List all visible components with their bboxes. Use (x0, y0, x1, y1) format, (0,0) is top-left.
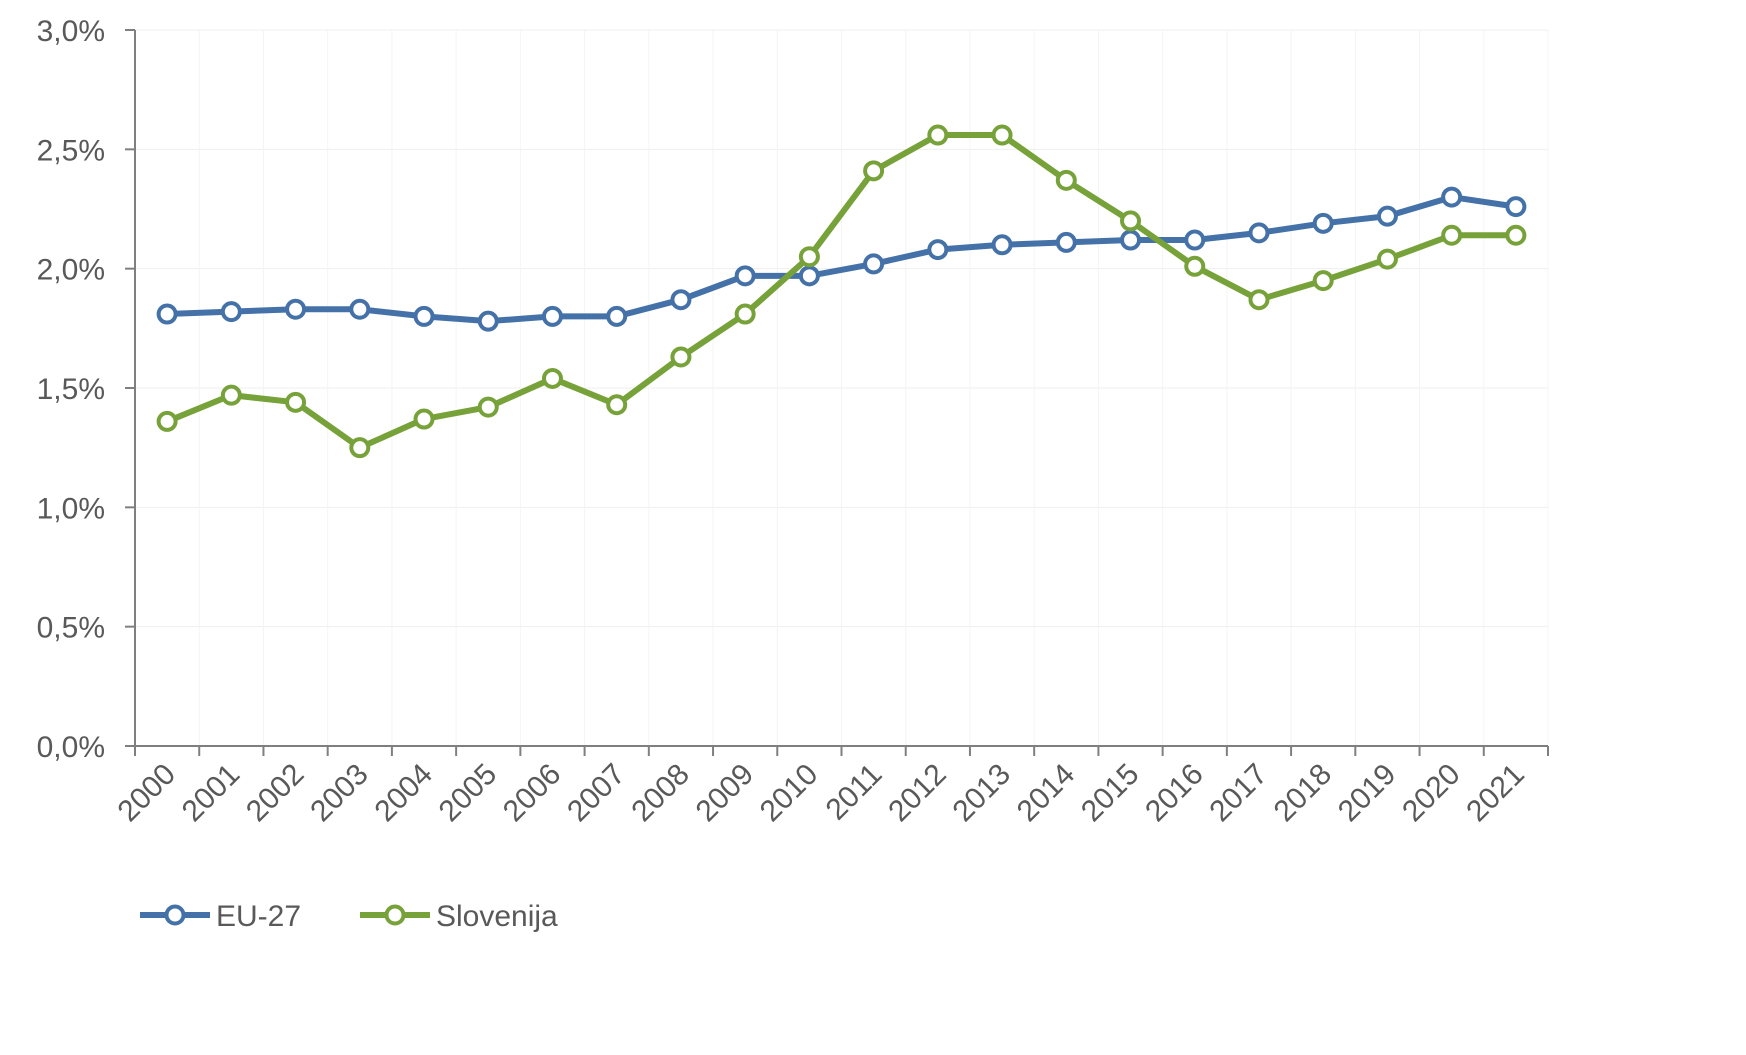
legend-swatch-marker (384, 904, 406, 926)
data-point (156, 410, 178, 432)
data-point (1312, 212, 1334, 234)
x-tick-label: 2005 (433, 758, 504, 829)
gridlines (135, 29, 1549, 746)
x-tick-label: 2002 (240, 758, 311, 829)
data-point (991, 124, 1013, 146)
series (156, 124, 1527, 459)
x-tick-label: 2006 (497, 758, 568, 829)
data-point (734, 303, 756, 325)
y-tick-label: 3,0% (37, 15, 105, 48)
x-tick-label: 2011 (820, 758, 889, 827)
data-point (606, 305, 628, 327)
x-tick-label: 2004 (368, 758, 439, 829)
data-point (1120, 210, 1142, 232)
data-point (1184, 255, 1206, 277)
x-tick-label: 2007 (561, 758, 632, 829)
data-point (1505, 196, 1527, 218)
series-eu-27 (156, 186, 1527, 332)
data-point (927, 124, 949, 146)
data-point (1055, 169, 1077, 191)
data-point (349, 298, 371, 320)
data-point (734, 265, 756, 287)
data-point (1184, 229, 1206, 251)
data-point (863, 160, 885, 182)
data-point (670, 346, 692, 368)
data-point (349, 437, 371, 459)
y-tick-label: 2,5% (37, 134, 105, 167)
data-point (1312, 270, 1334, 292)
data-point (541, 367, 563, 389)
x-tick-label: 2019 (1332, 758, 1403, 829)
data-point (606, 394, 628, 416)
x-tick-label: 2012 (882, 758, 953, 829)
data-point (927, 239, 949, 261)
x-tick-label: 2018 (1268, 758, 1339, 829)
data-point (1376, 205, 1398, 227)
data-point (413, 305, 435, 327)
y-tick-label: 0,5% (37, 612, 105, 645)
x-tick-label: 2009 (690, 758, 761, 829)
x-tick-label: 2013 (946, 758, 1017, 829)
data-point (670, 289, 692, 311)
data-point (1505, 224, 1527, 246)
data-point (1441, 224, 1463, 246)
data-point (220, 384, 242, 406)
x-tick-label: 2001 (176, 758, 247, 829)
data-point (1248, 289, 1270, 311)
x-tick-label: 2021 (1460, 758, 1531, 829)
legend-label: EU-27 (216, 900, 301, 933)
x-tick-label: 2003 (304, 758, 375, 829)
legend-item-slovenija: Slovenija (360, 900, 558, 933)
data-point (1055, 231, 1077, 253)
data-point (156, 303, 178, 325)
data-point (413, 408, 435, 430)
y-tick-label: 1,0% (37, 492, 105, 525)
y-tick-label: 2,0% (37, 254, 105, 287)
data-point (285, 391, 307, 413)
x-tick-label: 2017 (1203, 758, 1274, 829)
data-point (991, 234, 1013, 256)
x-tick-label: 2010 (754, 758, 825, 829)
data-point (1120, 229, 1142, 251)
data-point (1441, 186, 1463, 208)
data-point (798, 246, 820, 268)
y-tick-label: 0,0% (37, 731, 105, 764)
x-tick-label: 2000 (112, 758, 183, 829)
legend-item-eu-27: EU-27 (140, 900, 301, 933)
data-point (477, 310, 499, 332)
y-tick-label: 1,5% (37, 373, 105, 406)
data-point (1376, 248, 1398, 270)
data-point (285, 298, 307, 320)
x-tick-label: 2015 (1075, 758, 1146, 829)
data-point (798, 265, 820, 287)
data-point (1248, 222, 1270, 244)
series-line (164, 132, 1519, 451)
data-point (541, 305, 563, 327)
x-tick-label: 2014 (1011, 758, 1082, 829)
x-tick-label: 2016 (1139, 758, 1210, 829)
series-slovenija (156, 124, 1527, 459)
series-line (164, 194, 1519, 325)
data-point (220, 301, 242, 323)
data-point (477, 396, 499, 418)
legend-swatch-marker (164, 904, 186, 926)
legend: EU-27 Slovenija (140, 900, 558, 933)
legend-label: Slovenija (436, 900, 558, 933)
data-point (863, 253, 885, 275)
x-tick-label: 2020 (1396, 758, 1467, 829)
x-tick-label: 2008 (625, 758, 696, 829)
